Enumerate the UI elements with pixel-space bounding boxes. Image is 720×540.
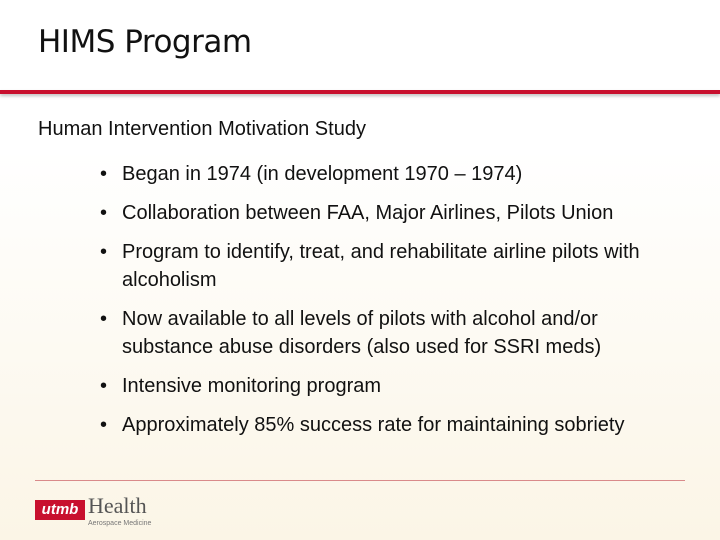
slide-title: HIMS Program xyxy=(38,24,252,60)
bullet-list: • Began in 1974 (in development 1970 – 19… xyxy=(100,160,690,450)
bullet-dot: • xyxy=(100,375,108,397)
bullet-text: Collaboration between FAA, Major Airline… xyxy=(122,202,614,224)
bullet-item: • Intensive monitoring program xyxy=(100,372,690,400)
footer-rule xyxy=(35,480,685,481)
bullet-text: Program to identify, treat, and rehabili… xyxy=(122,241,640,291)
bullet-dot: • xyxy=(100,308,108,330)
title-rule xyxy=(0,90,720,94)
bullet-text: Approximately 85% success rate for maint… xyxy=(122,414,625,436)
bullet-item: • Approximately 85% success rate for main… xyxy=(100,411,690,439)
bullet-dot: • xyxy=(100,414,108,436)
subtitle: Human Intervention Motivation Study xyxy=(38,118,366,140)
logo-name: Health xyxy=(88,493,147,518)
bullet-text: Began in 1974 (in development 1970 – 197… xyxy=(122,163,523,185)
bullet-text: Now available to all levels of pilots wi… xyxy=(122,308,602,358)
bullet-dot: • xyxy=(100,241,108,263)
bullet-item: • Program to identify, treat, and rehabil… xyxy=(100,238,690,294)
logo-mark: utmb xyxy=(35,500,85,520)
logo-unit: Aerospace Medicine xyxy=(88,520,152,527)
bullet-item: • Now available to all levels of pilots w… xyxy=(100,305,690,361)
bullet-item: • Collaboration between FAA, Major Airlin… xyxy=(100,199,690,227)
bullet-dot: • xyxy=(100,202,108,224)
bullet-item: • Began in 1974 (in development 1970 – 19… xyxy=(100,160,690,188)
bullet-text: Intensive monitoring program xyxy=(122,375,382,397)
bullet-dot: • xyxy=(100,163,108,185)
